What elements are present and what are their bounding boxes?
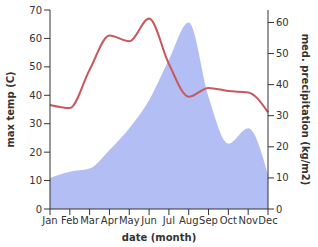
svg-text:Dec: Dec <box>258 215 277 226</box>
svg-text:Apr: Apr <box>101 215 119 226</box>
svg-text:0: 0 <box>276 204 282 215</box>
svg-text:Nov: Nov <box>238 215 258 226</box>
svg-text:May: May <box>119 215 140 226</box>
svg-text:Jan: Jan <box>41 215 57 226</box>
svg-text:10: 10 <box>276 172 289 183</box>
svg-text:30: 30 <box>29 118 42 129</box>
svg-text:date (month): date (month) <box>122 232 196 243</box>
svg-text:30: 30 <box>276 110 289 121</box>
svg-text:10: 10 <box>29 175 42 186</box>
svg-text:60: 60 <box>276 17 289 28</box>
svg-text:40: 40 <box>29 90 42 101</box>
svg-text:20: 20 <box>276 141 289 152</box>
svg-text:Aug: Aug <box>179 215 199 226</box>
svg-text:0: 0 <box>36 204 42 215</box>
svg-text:Jul: Jul <box>162 215 175 226</box>
svg-text:Sep: Sep <box>199 215 218 226</box>
svg-text:20: 20 <box>29 147 42 158</box>
svg-text:Oct: Oct <box>220 215 237 226</box>
svg-text:50: 50 <box>276 48 289 59</box>
svg-text:60: 60 <box>29 33 42 44</box>
svg-text:max temp (C): max temp (C) <box>8 71 16 147</box>
svg-text:med. precipitation (kg/m2): med. precipitation (kg/m2) <box>300 34 310 186</box>
svg-text:70: 70 <box>29 5 42 16</box>
svg-text:Jun: Jun <box>140 215 157 226</box>
svg-text:Mar: Mar <box>80 215 100 226</box>
svg-text:Feb: Feb <box>61 215 79 226</box>
svg-text:50: 50 <box>29 61 42 72</box>
svg-text:40: 40 <box>276 79 289 90</box>
